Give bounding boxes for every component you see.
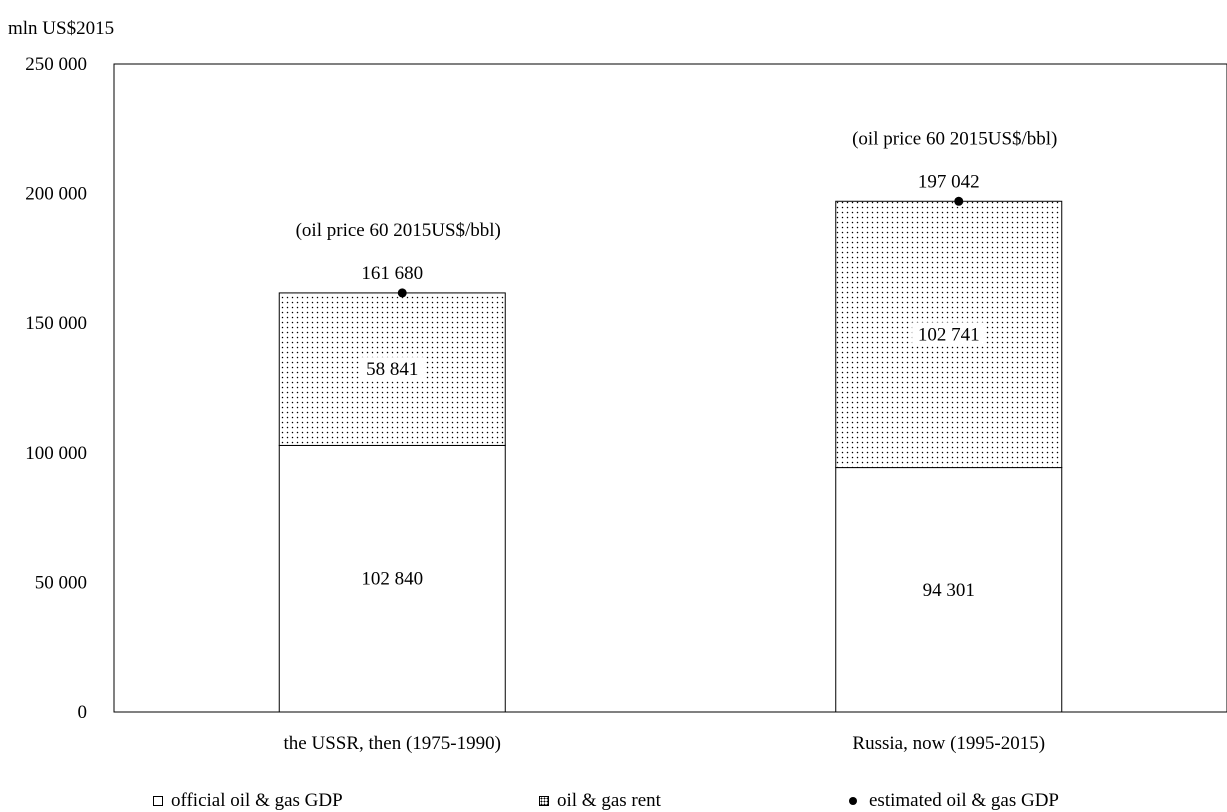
bar-segment-official-gdp (835, 467, 1063, 713)
bar-segment-official-gdp (278, 444, 506, 713)
legend-label: estimated oil & gas GDP (869, 790, 1059, 811)
estimated-gdp-marker (954, 196, 964, 206)
x-axis-labels: the USSR, then (1975-1990) Russia, now (1… (284, 733, 1046, 754)
legend-label: oil & gas rent (557, 790, 661, 811)
oil-price-annotation: (oil price 60 2015US$/bbl) (296, 220, 501, 241)
legend-item-estimated-gdp: estimated oil & gas GDP (849, 790, 1059, 812)
filled-circle-icon (849, 797, 857, 805)
chart: mln US$2015 0 50 000 100 000 150 000 200 000… (8, 18, 1227, 754)
data-label: 94 301 (923, 580, 975, 601)
open-square-icon (153, 796, 163, 806)
marker-value-label: 197 042 (918, 171, 980, 192)
y-tick-label: 100 000 (25, 443, 87, 464)
y-axis-ticks: 0 50 000 100 000 150 000 200 000 250 000 (25, 54, 87, 723)
estimated-gdp-marker (397, 288, 407, 298)
legend-label: official oil & gas GDP (171, 790, 343, 811)
plot-frame (113, 63, 1227, 713)
x-tick-label: the USSR, then (1975-1990) (284, 733, 501, 754)
data-label-background (360, 357, 425, 380)
marker-value-label: 161 680 (361, 263, 423, 284)
legend: official oil & gas GDP oil & gas rent es… (0, 790, 1227, 812)
oil-price-annotation: (oil price 60 2015US$/bbl) (852, 128, 1057, 149)
y-tick-label: 150 000 (25, 313, 87, 334)
bars: 102 840 58 841 161 680 (oil price 60 2015US… (278, 128, 1063, 713)
data-label: 102 741 (918, 324, 980, 345)
data-label-background (912, 322, 986, 345)
dotted-square-icon (539, 796, 549, 806)
data-label: 58 841 (366, 359, 418, 380)
y-tick-label: 50 000 (35, 572, 87, 593)
legend-item-official-gdp: official oil & gas GDP (153, 790, 343, 812)
y-tick-label: 250 000 (25, 54, 87, 75)
y-tick-label: 0 (78, 702, 88, 723)
legend-item-rent: oil & gas rent (539, 790, 661, 812)
x-tick-label: Russia, now (1995-2015) (852, 733, 1045, 754)
y-unit-label: mln US$2015 (8, 18, 114, 39)
data-label: 102 840 (361, 569, 423, 590)
y-tick-label: 200 000 (25, 184, 87, 205)
